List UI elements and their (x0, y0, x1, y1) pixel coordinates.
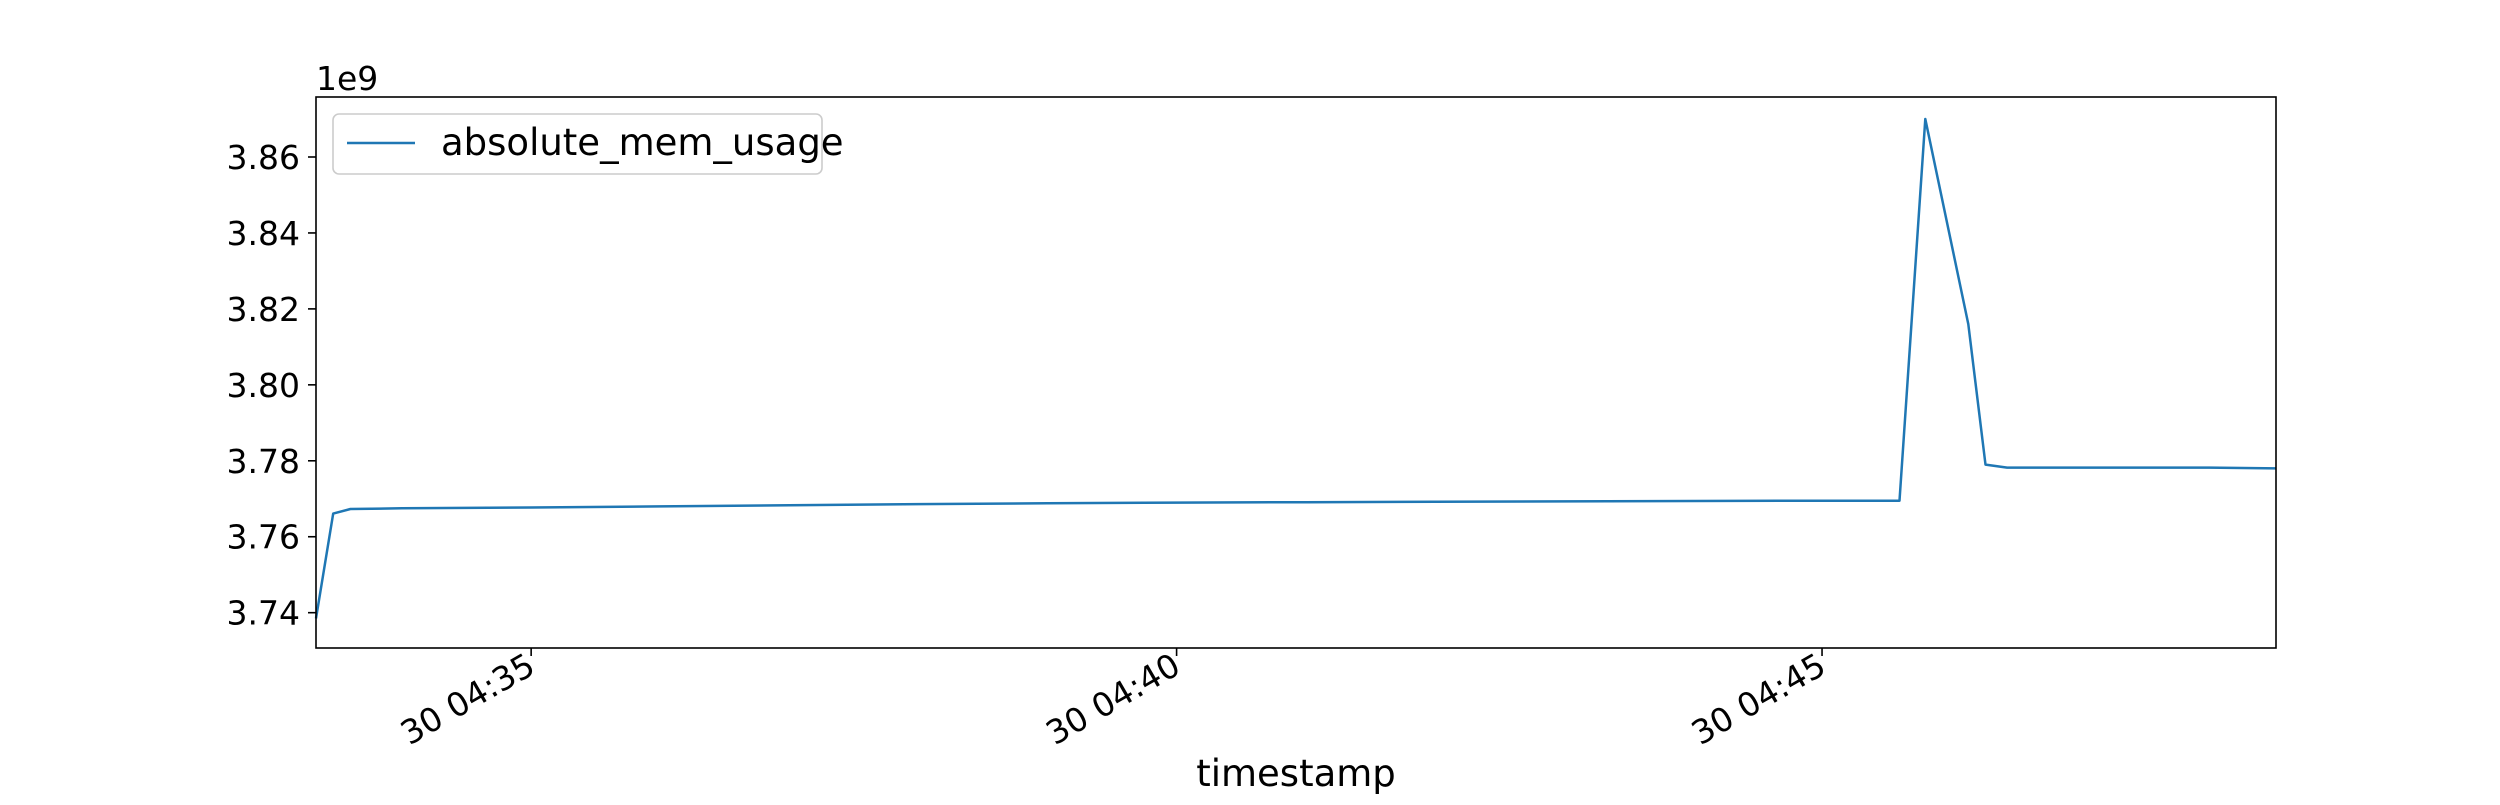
y-tick-label: 3.74 (227, 594, 300, 633)
y-tick-label: 3.84 (227, 214, 300, 253)
y-offset-label: 1e9 (316, 59, 378, 98)
y-tick-label: 3.86 (227, 138, 300, 177)
legend: absolute_mem_usage (332, 113, 844, 175)
y-tick-label: 3.82 (227, 290, 300, 329)
legend-box (332, 113, 823, 175)
plot-background (316, 97, 2276, 648)
x-tick-label: 30 04:45 (1685, 645, 1832, 753)
y-axis: 3.74 3.76 3.78 3.80 3.82 3.84 3.86 (227, 138, 316, 633)
x-axis: 30 04:35 30 04:40 30 04:45 (394, 645, 1832, 753)
y-tick-label: 3.76 (227, 518, 300, 557)
x-tick-label: 30 04:40 (1039, 645, 1186, 753)
plot-frame (315, 96, 2277, 649)
y-tick-label: 3.78 (227, 442, 300, 481)
x-axis-label: timestamp (1196, 752, 1396, 795)
y-tick-label: 3.80 (227, 366, 300, 405)
legend-entry-absolute-mem-usage: absolute_mem_usage (441, 121, 844, 164)
series-line-absolute-mem-usage (314, 117, 2277, 619)
x-tick-label: 30 04:35 (394, 645, 541, 753)
